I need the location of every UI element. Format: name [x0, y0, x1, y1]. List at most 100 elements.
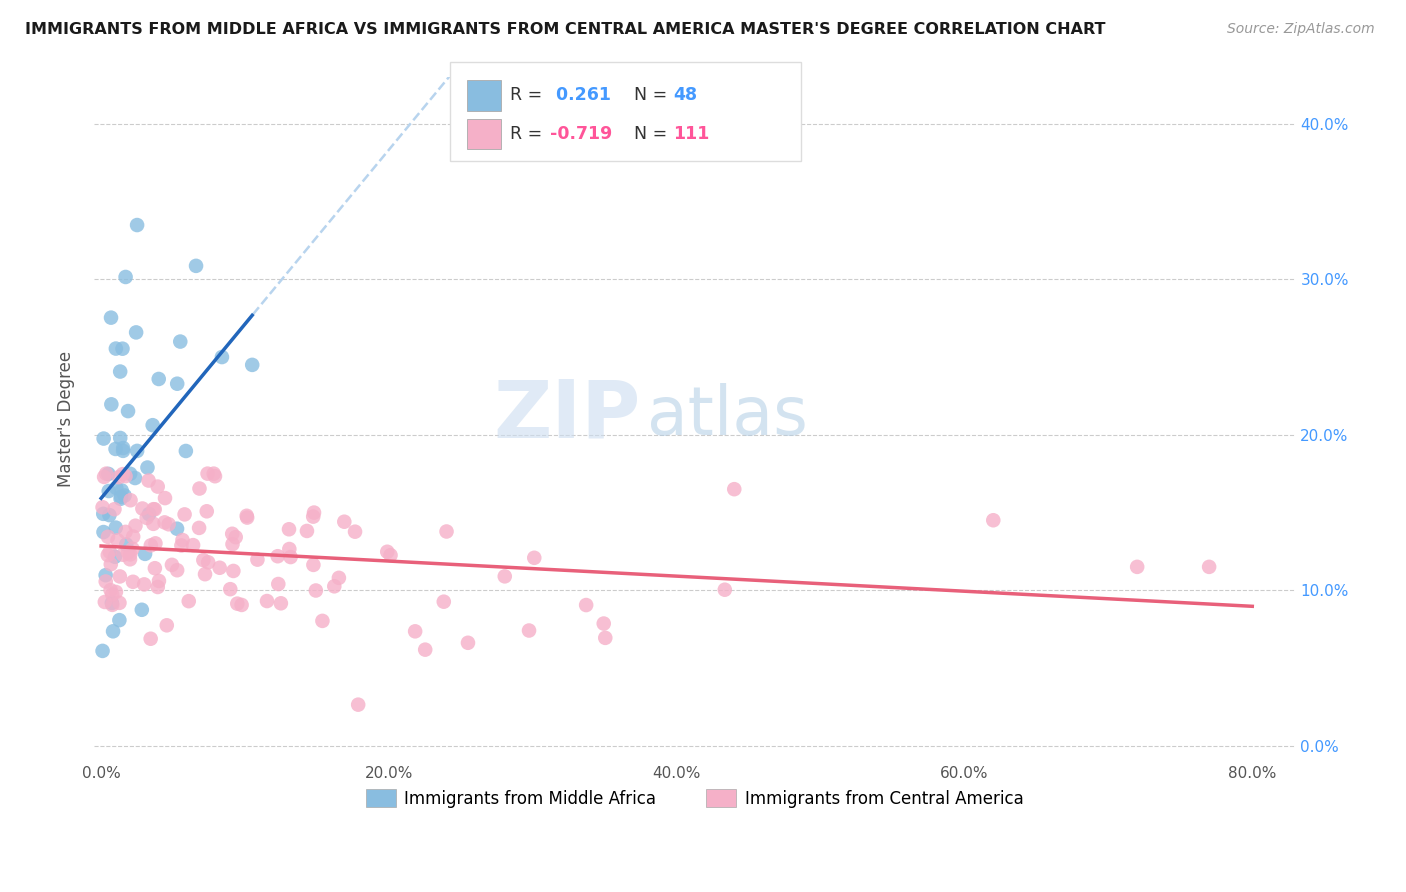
- Point: [231, 598, 253, 612]
- Point: [267, 549, 290, 564]
- Point: [117, 545, 139, 559]
- Point: [302, 558, 325, 572]
- Point: [517, 624, 540, 638]
- Point: [101, 598, 124, 612]
- Point: [333, 515, 356, 529]
- Point: [143, 502, 166, 516]
- Point: [160, 558, 183, 572]
- Point: [107, 533, 129, 548]
- Point: [139, 632, 162, 646]
- Y-axis label: Master's Degree: Master's Degree: [58, 351, 75, 487]
- Point: [104, 549, 127, 564]
- Point: [267, 577, 290, 591]
- Point: [181, 538, 204, 552]
- Point: [433, 595, 456, 609]
- Text: ZIP: ZIP: [494, 376, 641, 455]
- Point: [117, 404, 139, 418]
- Point: [97, 467, 120, 481]
- Point: [94, 574, 117, 589]
- Point: [166, 376, 188, 391]
- Point: [114, 270, 136, 285]
- Point: [723, 482, 745, 496]
- Point: [592, 616, 614, 631]
- Text: 48: 48: [673, 87, 697, 104]
- Point: [101, 587, 124, 601]
- Point: [302, 509, 325, 524]
- Legend: Immigrants from Middle Africa, Immigrants from Central America: Immigrants from Middle Africa, Immigrant…: [360, 783, 1031, 814]
- Point: [98, 545, 121, 559]
- Point: [112, 441, 135, 455]
- Point: [278, 522, 301, 536]
- Point: [145, 536, 167, 550]
- Point: [120, 493, 142, 508]
- Point: [246, 552, 269, 566]
- Text: -0.719: -0.719: [550, 125, 612, 143]
- Point: [104, 342, 127, 356]
- Point: [108, 569, 131, 583]
- Point: [142, 502, 165, 516]
- Point: [981, 513, 1004, 527]
- Point: [111, 483, 134, 498]
- Point: [153, 491, 176, 505]
- Point: [143, 561, 166, 575]
- Text: IMMIGRANTS FROM MIDDLE AFRICA VS IMMIGRANTS FROM CENTRAL AMERICA MASTER'S DEGREE: IMMIGRANTS FROM MIDDLE AFRICA VS IMMIGRA…: [25, 22, 1105, 37]
- Text: R =: R =: [510, 125, 548, 143]
- Point: [114, 489, 136, 503]
- Point: [110, 491, 132, 506]
- Point: [146, 580, 169, 594]
- Point: [225, 530, 247, 544]
- Point: [173, 508, 195, 522]
- Point: [494, 569, 516, 583]
- Point: [94, 568, 117, 582]
- Point: [404, 624, 426, 639]
- Point: [311, 614, 333, 628]
- Point: [122, 530, 145, 544]
- Point: [110, 490, 132, 504]
- Point: [172, 533, 194, 547]
- Point: [104, 442, 127, 456]
- Point: [120, 467, 142, 481]
- Point: [184, 259, 207, 273]
- Point: [188, 521, 211, 535]
- Point: [114, 469, 136, 483]
- Point: [97, 530, 120, 544]
- Point: [100, 310, 122, 325]
- Point: [101, 596, 124, 610]
- Point: [211, 350, 233, 364]
- Text: 111: 111: [673, 125, 710, 143]
- Point: [101, 624, 124, 639]
- Point: [115, 537, 138, 551]
- Point: [235, 508, 257, 523]
- Point: [236, 510, 259, 524]
- Point: [344, 524, 367, 539]
- Point: [375, 545, 398, 559]
- Point: [134, 547, 156, 561]
- Point: [105, 481, 128, 495]
- Point: [174, 444, 197, 458]
- Point: [188, 482, 211, 496]
- Point: [295, 524, 318, 538]
- Point: [305, 583, 328, 598]
- Point: [323, 579, 346, 593]
- Point: [204, 469, 226, 483]
- Point: [118, 552, 141, 566]
- Point: [124, 518, 146, 533]
- Point: [202, 467, 225, 481]
- Point: [110, 431, 132, 445]
- Point: [131, 501, 153, 516]
- Point: [108, 613, 131, 627]
- Point: [98, 508, 121, 522]
- Point: [138, 507, 160, 521]
- Point: [134, 577, 156, 591]
- Point: [122, 574, 145, 589]
- Text: N =: N =: [634, 125, 673, 143]
- Point: [127, 218, 149, 232]
- Point: [104, 585, 127, 599]
- Point: [148, 574, 170, 588]
- Point: [166, 563, 188, 577]
- Point: [347, 698, 370, 712]
- Point: [256, 594, 278, 608]
- Point: [153, 516, 176, 530]
- Point: [270, 596, 292, 610]
- Point: [166, 522, 188, 536]
